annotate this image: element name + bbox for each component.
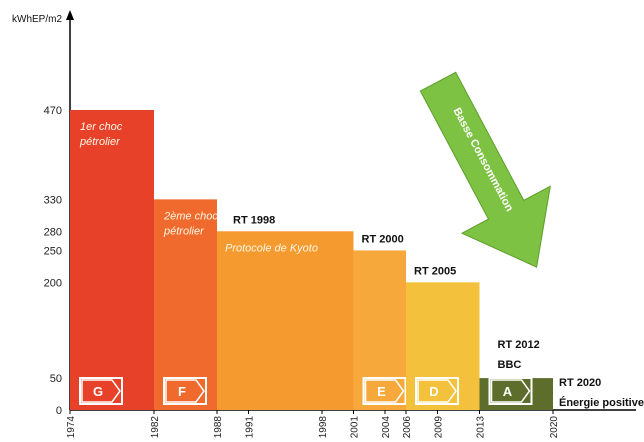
bar-annotation: 2ème choc <box>163 210 218 222</box>
energy-badge-letter: E <box>377 384 386 399</box>
x-tick-label: 2020 <box>549 416 560 439</box>
bar-annotation: RT 2012 <box>498 339 540 351</box>
x-tick-label: 1982 <box>150 416 161 439</box>
y-tick-label: 50 <box>50 373 62 385</box>
y-tick-label: 200 <box>44 277 62 289</box>
bar-annotation: RT 2005 <box>414 265 456 277</box>
x-tick-label: 2009 <box>434 416 445 439</box>
energy-badge-arrow <box>364 379 405 403</box>
y-tick-label: 0 <box>56 405 62 417</box>
bar-annotation: RT 1998 <box>233 214 275 226</box>
energy-badge-frame <box>79 377 123 405</box>
y-tick-label: 250 <box>44 245 62 257</box>
basse-consommation-arrow: Basse Consommation <box>419 71 551 268</box>
x-tick-label: 2001 <box>350 416 361 439</box>
x-tick-label: 1998 <box>318 416 329 439</box>
y-axis-label: kWhEP/m2 <box>12 14 62 25</box>
x-axis-label: Énergie positive <box>559 396 644 409</box>
bar-annotation: BBC <box>498 359 522 371</box>
energy-badge-frame <box>488 377 533 405</box>
y-axis-arrowhead <box>66 10 74 20</box>
energy-badge-arrow <box>490 379 531 403</box>
x-tick-label: 1974 <box>66 416 77 439</box>
x-tick-label: 2013 <box>476 416 487 439</box>
x-tick-label: 2004 <box>381 416 392 439</box>
energy-badge-arrow <box>417 379 457 403</box>
bar-note: Protocole de Kyoto <box>225 242 318 254</box>
energy-badge-letter: D <box>429 384 438 399</box>
end-annotation: RT 2020 <box>559 377 601 389</box>
energy-badge-frame <box>362 377 407 405</box>
bar <box>70 110 154 410</box>
energy-badge-frame <box>163 377 207 405</box>
bar-annotation: pétrolier <box>163 225 205 237</box>
green-arrow-shape <box>419 71 551 268</box>
bar <box>154 199 217 410</box>
bar-annotation: RT 2000 <box>362 233 404 245</box>
energy-badge-arrow <box>81 379 121 403</box>
x-tick-label: 1991 <box>245 416 256 439</box>
energy-badge-letter: F <box>178 384 186 399</box>
bar <box>217 231 354 410</box>
energy-badge-letter: A <box>503 384 513 399</box>
x-tick-label: 2006 <box>402 416 413 439</box>
y-tick-label: 280 <box>44 226 62 238</box>
y-tick-label: 330 <box>44 194 62 206</box>
energy-badge-arrow <box>165 379 205 403</box>
energy-badge-frame <box>415 377 459 405</box>
y-tick-label: 470 <box>44 105 62 117</box>
bar-annotation: 1er choc <box>80 121 123 133</box>
bar-annotation: pétrolier <box>79 136 121 148</box>
energy-badge-letter: G <box>93 384 103 399</box>
x-tick-label: 1988 <box>213 416 224 439</box>
